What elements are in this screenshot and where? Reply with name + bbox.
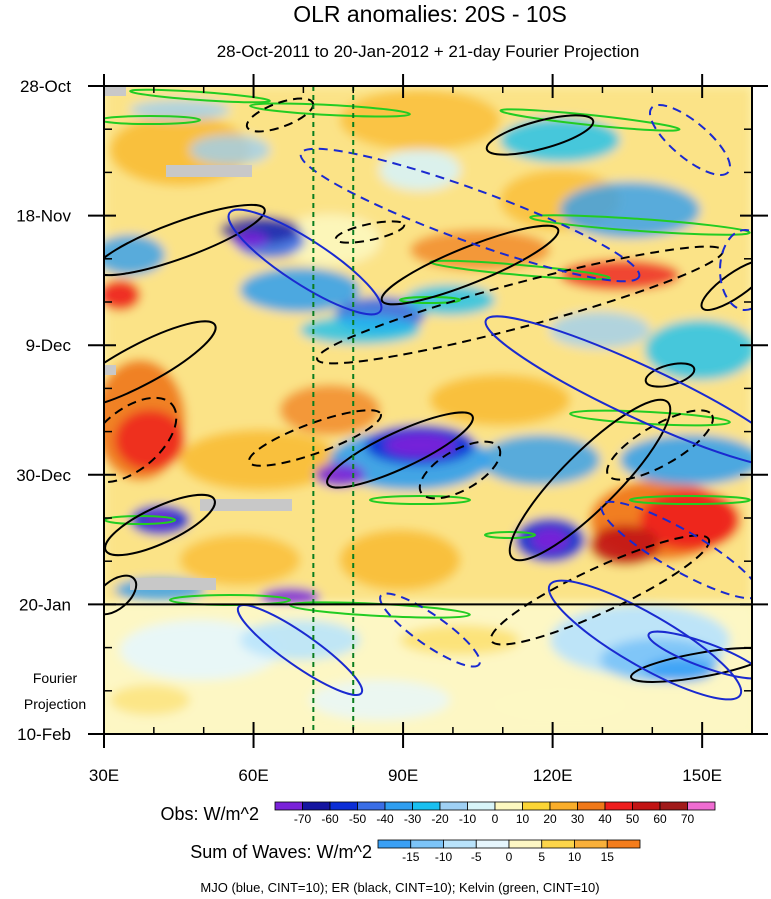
- waves-colorbar: -15 -10 -5 0 5 10 15: [377, 839, 641, 864]
- x-tick-label: 60E: [238, 766, 268, 785]
- colorbar-tick-label: -10: [435, 850, 453, 864]
- colorbar-swatch: [357, 801, 386, 811]
- colorbar-swatch: [659, 801, 688, 811]
- colorbar-swatch: [384, 801, 413, 811]
- chart-title: OLR anomalies: 20S - 10S: [293, 1, 567, 27]
- colorbar-swatch: [632, 801, 661, 811]
- y-axis-ticks: 28-Oct 18-Nov 9-Dec 30-Dec 20-Jan 10-Feb: [16, 77, 768, 744]
- colorbar-tick-label: -20: [431, 812, 449, 826]
- x-tick-label: 120E: [533, 766, 573, 785]
- colorbar-swatch: [577, 801, 606, 811]
- colorbar-swatch: [467, 801, 496, 811]
- colorbar-tick-label: 0: [506, 850, 513, 864]
- colorbar-tick-label: 10: [568, 850, 582, 864]
- y-tick-label: 18-Nov: [16, 207, 71, 226]
- waves-colorbar-label: Sum of Waves: W/m^2: [190, 842, 372, 862]
- y-tick-label: 20-Jan: [19, 595, 71, 614]
- colorbar-tick-label: 50: [626, 812, 640, 826]
- colorbar-swatch: [443, 839, 477, 849]
- mjo-negative-contours: [299, 104, 752, 668]
- colorbar-tick-label: -30: [404, 812, 422, 826]
- colorbar-tick-label: 0: [492, 812, 499, 826]
- obs-colorbar-label: Obs: W/m^2: [161, 804, 259, 824]
- colorbar-swatch: [606, 839, 641, 849]
- projection-label-line1: Fourier: [33, 670, 78, 686]
- colorbar-tick-label: -15: [402, 850, 420, 864]
- colorbar-swatch: [412, 801, 441, 811]
- colorbar-tick-label: 30: [571, 812, 585, 826]
- plot-field: [104, 86, 752, 734]
- colorbar-tick-label: 10: [516, 812, 530, 826]
- y-tick-label: 30-Dec: [16, 466, 71, 485]
- missing-data-patches: [104, 86, 292, 590]
- colorbar-tick-label: 15: [601, 850, 615, 864]
- colorbar-tick-label: -50: [349, 812, 367, 826]
- y-tick-label: 28-Oct: [20, 77, 71, 96]
- colorbar-tick-label: -5: [471, 850, 482, 864]
- colorbar-swatch: [410, 839, 444, 849]
- er-contours: [104, 114, 752, 683]
- y-tick-label: 10-Feb: [17, 725, 71, 744]
- colorbar-swatch: [494, 801, 523, 811]
- colorbar-swatch: [302, 801, 331, 811]
- mjo-contours: [227, 208, 752, 701]
- colorbar-swatch: [475, 839, 510, 849]
- colorbar-swatch: [549, 801, 578, 811]
- colorbar-tick-label: -70: [294, 812, 312, 826]
- projection-label: Fourier Projection: [24, 670, 86, 712]
- waves-projection-field: [104, 604, 752, 734]
- colorbar-swatch: [604, 801, 633, 811]
- colorbar-swatch: [377, 839, 412, 849]
- colorbar-tick-label: -10: [459, 812, 477, 826]
- projection-label-line2: Projection: [24, 696, 86, 712]
- reference-lines: [312, 86, 355, 734]
- colorbar-swatch: [329, 801, 358, 811]
- colorbar-swatch: [541, 839, 575, 849]
- colorbar-tick-label: -40: [376, 812, 394, 826]
- contour-footnote: MJO (blue, CINT=10); ER (black, CINT=10)…: [200, 880, 599, 895]
- colorbar-swatch: [687, 801, 716, 811]
- colorbar-swatch: [522, 801, 551, 811]
- colorbar-tick-label: 60: [653, 812, 667, 826]
- obs-anomaly-field: [104, 86, 752, 608]
- obs-colorbar: -70 -60 -50 -40 -30 -20 -10 0 10 20 30 40 50 60 70: [274, 801, 716, 826]
- colorbar-tick-label: 40: [598, 812, 612, 826]
- colorbar-tick-label: 20: [543, 812, 557, 826]
- x-tick-label: 30E: [89, 766, 119, 785]
- chart-subtitle: 28-Oct-2011 to 20-Jan-2012 + 21-day Four…: [217, 42, 640, 61]
- x-tick-label: 150E: [682, 766, 722, 785]
- x-axis-ticks: 30E 60E 90E 120E 150E: [89, 74, 722, 785]
- colorbar-swatch: [439, 801, 468, 811]
- colorbar-tick-label: 5: [538, 850, 545, 864]
- colorbar-swatch: [508, 839, 543, 849]
- colorbar-tick-label: 70: [681, 812, 695, 826]
- y-tick-label: 9-Dec: [26, 336, 72, 355]
- colorbar-tick-label: -60: [321, 812, 339, 826]
- colorbar-swatch: [574, 839, 608, 849]
- plot-frame: [103, 85, 753, 735]
- x-tick-label: 90E: [388, 766, 418, 785]
- colorbar-swatch: [274, 801, 303, 811]
